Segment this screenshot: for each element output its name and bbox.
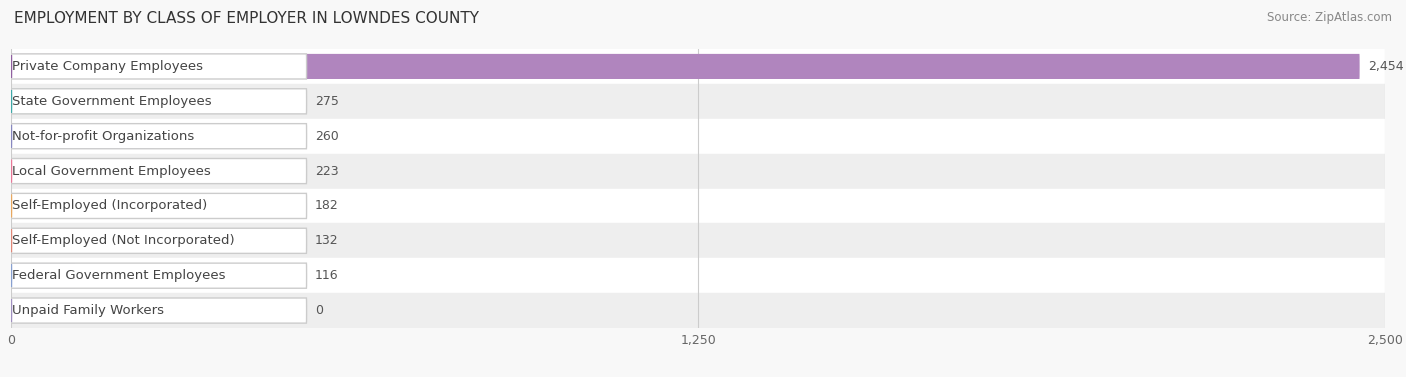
FancyBboxPatch shape — [11, 158, 307, 184]
Text: 0: 0 — [315, 304, 323, 317]
Text: 260: 260 — [315, 130, 339, 143]
FancyBboxPatch shape — [11, 89, 307, 114]
FancyBboxPatch shape — [11, 158, 134, 184]
Text: Self-Employed (Incorporated): Self-Employed (Incorporated) — [11, 199, 207, 212]
FancyBboxPatch shape — [11, 228, 307, 253]
FancyBboxPatch shape — [11, 124, 307, 149]
FancyBboxPatch shape — [11, 263, 307, 288]
Text: 182: 182 — [315, 199, 339, 212]
Bar — [11, 49, 1385, 84]
Text: 223: 223 — [315, 165, 339, 178]
Bar — [11, 84, 1385, 119]
Text: 116: 116 — [315, 269, 339, 282]
Text: 275: 275 — [315, 95, 339, 108]
Bar — [11, 119, 1385, 154]
Text: Local Government Employees: Local Government Employees — [11, 165, 211, 178]
Bar — [11, 188, 1385, 223]
FancyBboxPatch shape — [11, 124, 155, 149]
FancyBboxPatch shape — [11, 54, 1360, 79]
FancyBboxPatch shape — [11, 193, 111, 219]
Text: EMPLOYMENT BY CLASS OF EMPLOYER IN LOWNDES COUNTY: EMPLOYMENT BY CLASS OF EMPLOYER IN LOWND… — [14, 11, 479, 26]
Text: State Government Employees: State Government Employees — [11, 95, 211, 108]
Text: Source: ZipAtlas.com: Source: ZipAtlas.com — [1267, 11, 1392, 24]
FancyBboxPatch shape — [11, 54, 307, 79]
Bar — [11, 154, 1385, 188]
FancyBboxPatch shape — [11, 193, 307, 219]
Bar — [11, 223, 1385, 258]
FancyBboxPatch shape — [11, 89, 162, 114]
Bar — [11, 293, 1385, 328]
Text: Federal Government Employees: Federal Government Employees — [11, 269, 225, 282]
Text: 132: 132 — [315, 234, 339, 247]
Text: Not-for-profit Organizations: Not-for-profit Organizations — [11, 130, 194, 143]
FancyBboxPatch shape — [11, 263, 75, 288]
FancyBboxPatch shape — [11, 228, 84, 253]
Text: Unpaid Family Workers: Unpaid Family Workers — [11, 304, 163, 317]
FancyBboxPatch shape — [11, 298, 307, 323]
Text: 2,454: 2,454 — [1368, 60, 1403, 73]
Bar — [11, 258, 1385, 293]
Text: Self-Employed (Not Incorporated): Self-Employed (Not Incorporated) — [11, 234, 235, 247]
Text: Private Company Employees: Private Company Employees — [11, 60, 202, 73]
